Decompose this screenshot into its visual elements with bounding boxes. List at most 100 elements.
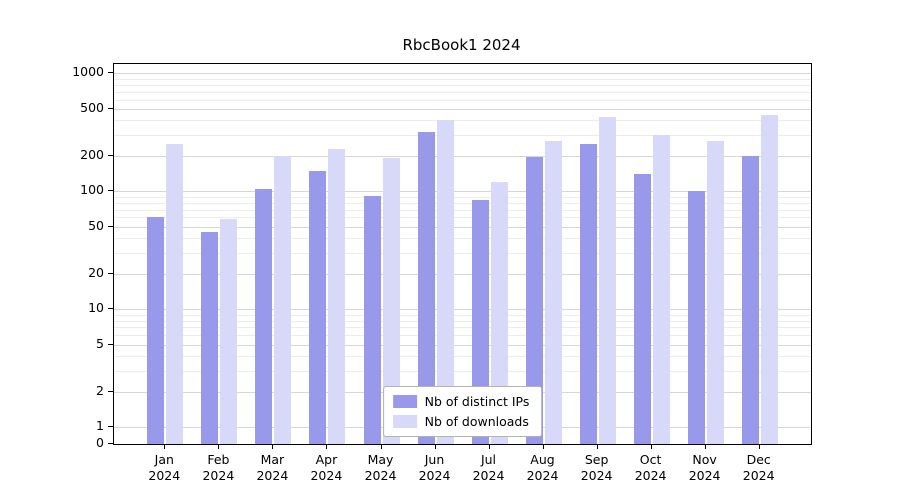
x-tick-mark bbox=[380, 444, 382, 449]
bar-nb-of-downloads bbox=[436, 120, 454, 444]
bar-nb-of-distinct-ips bbox=[471, 199, 489, 444]
y-axis-tick-label: 10 bbox=[88, 300, 104, 316]
bar-nb-of-downloads bbox=[382, 158, 400, 444]
x-tick-mark bbox=[542, 444, 544, 449]
x-tick-mark bbox=[758, 444, 760, 449]
gridline-minor bbox=[114, 335, 811, 337]
y-axis-tick-label: 50 bbox=[88, 217, 104, 233]
legend-item-downloads: Nb of downloads bbox=[392, 414, 530, 429]
gridline-minor bbox=[114, 99, 811, 101]
x-axis-tick-label: Apr 2024 bbox=[310, 452, 343, 483]
y-axis-tick-label: 200 bbox=[80, 146, 104, 162]
gridline-minor bbox=[114, 202, 811, 204]
bar-nb-of-distinct-ips bbox=[147, 217, 165, 444]
bar-nb-of-distinct-ips bbox=[309, 170, 327, 444]
gridline-major bbox=[114, 309, 811, 311]
bar-nb-of-downloads bbox=[274, 155, 292, 444]
bar-nb-of-distinct-ips bbox=[687, 191, 705, 444]
y-axis-tick-label: 1000 bbox=[72, 64, 104, 80]
gridline-minor bbox=[114, 356, 811, 357]
y-tick-mark bbox=[108, 107, 113, 109]
chart-title: RbcBook1 2024 bbox=[402, 36, 521, 54]
bar-nb-of-distinct-ips bbox=[741, 155, 759, 444]
gridline-minor bbox=[114, 217, 811, 219]
gridline-minor bbox=[114, 320, 811, 322]
gridline-minor bbox=[114, 196, 811, 198]
gridline-major bbox=[114, 73, 811, 75]
y-tick-mark bbox=[108, 308, 113, 310]
bar-nb-of-downloads bbox=[760, 115, 778, 444]
x-axis-tick-label: Jun 2024 bbox=[418, 452, 451, 483]
gridline-minor bbox=[114, 252, 811, 254]
y-axis-tick-label: 1 bbox=[96, 418, 104, 433]
y-tick-mark bbox=[108, 72, 113, 74]
bar-nb-of-downloads bbox=[166, 144, 184, 444]
x-tick-mark bbox=[434, 444, 436, 449]
bar-nb-of-downloads bbox=[220, 219, 238, 444]
gridline-major bbox=[114, 226, 811, 228]
y-tick-mark bbox=[108, 225, 113, 227]
bar-nb-of-distinct-ips bbox=[579, 144, 597, 444]
y-axis-tick-label: 100 bbox=[80, 182, 104, 198]
y-tick-mark bbox=[108, 443, 113, 444]
legend-swatch-distinct-ips bbox=[392, 395, 417, 408]
bar-nb-of-downloads bbox=[706, 141, 724, 444]
x-tick-mark bbox=[596, 444, 598, 449]
bar-nb-of-distinct-ips bbox=[255, 188, 273, 444]
gridline-minor bbox=[114, 370, 811, 372]
x-tick-mark bbox=[704, 444, 706, 449]
plot-area: Nb of distinct IPs Nb of downloads bbox=[113, 63, 812, 445]
bar-nb-of-distinct-ips bbox=[525, 157, 543, 444]
x-tick-mark bbox=[326, 444, 328, 449]
y-axis-tick-label: 500 bbox=[80, 99, 104, 115]
y-tick-mark bbox=[108, 390, 113, 392]
bar-nb-of-downloads bbox=[490, 181, 508, 444]
y-tick-mark bbox=[108, 426, 113, 427]
x-axis-tick-label: May 2024 bbox=[364, 452, 397, 483]
bar-nb-of-distinct-ips bbox=[417, 131, 435, 444]
x-axis-tick-label: Aug 2024 bbox=[526, 452, 559, 483]
gridline-minor bbox=[114, 91, 811, 93]
gridline-major bbox=[114, 155, 811, 157]
bar-nb-of-distinct-ips bbox=[363, 195, 381, 444]
gridline-minor bbox=[114, 120, 811, 122]
y-axis-tick-label: 2 bbox=[96, 382, 104, 398]
bar-nb-of-downloads bbox=[328, 148, 346, 444]
gridline-minor bbox=[114, 314, 811, 316]
gridline-major bbox=[114, 108, 811, 110]
bar-nb-of-distinct-ips bbox=[633, 174, 651, 444]
gridline-minor bbox=[114, 84, 811, 86]
x-axis-tick-label: Feb 2024 bbox=[202, 452, 235, 483]
x-tick-mark bbox=[218, 444, 220, 449]
x-axis-tick-label: Dec 2024 bbox=[742, 452, 775, 483]
x-axis-tick-label: Nov 2024 bbox=[688, 452, 721, 483]
bar-nb-of-distinct-ips bbox=[201, 232, 219, 444]
bar-nb-of-downloads bbox=[544, 141, 562, 444]
legend-swatch-downloads bbox=[392, 415, 417, 428]
legend-label-downloads: Nb of downloads bbox=[424, 414, 529, 429]
x-tick-mark bbox=[164, 444, 166, 449]
y-tick-mark bbox=[108, 190, 113, 192]
bar-nb-of-downloads bbox=[598, 116, 616, 444]
x-tick-mark bbox=[272, 444, 274, 449]
x-axis-tick-label: Sep 2024 bbox=[580, 452, 613, 483]
y-tick-mark bbox=[108, 343, 113, 345]
legend-label-distinct-ips: Nb of distinct IPs bbox=[424, 394, 530, 409]
gridline-major bbox=[114, 273, 811, 275]
x-tick-mark bbox=[650, 444, 652, 449]
x-axis-tick-label: Mar 2024 bbox=[256, 452, 289, 483]
gridline-major bbox=[114, 191, 811, 193]
gridline-minor bbox=[114, 238, 811, 240]
y-tick-mark bbox=[108, 272, 113, 274]
legend-item-distinct-ips: Nb of distinct IPs bbox=[392, 394, 530, 409]
gridline-minor bbox=[114, 327, 811, 329]
gridline-minor bbox=[114, 135, 811, 136]
gridline-minor bbox=[114, 209, 811, 211]
y-axis-tick-label: 20 bbox=[88, 264, 104, 280]
x-axis-tick-label: Jul 2024 bbox=[472, 452, 505, 483]
y-axis-tick-label: 0 bbox=[96, 435, 104, 450]
x-axis-tick-label: Jan 2024 bbox=[148, 452, 181, 483]
gridline-major bbox=[114, 344, 811, 346]
legend: Nb of distinct IPs Nb of downloads bbox=[382, 386, 543, 437]
